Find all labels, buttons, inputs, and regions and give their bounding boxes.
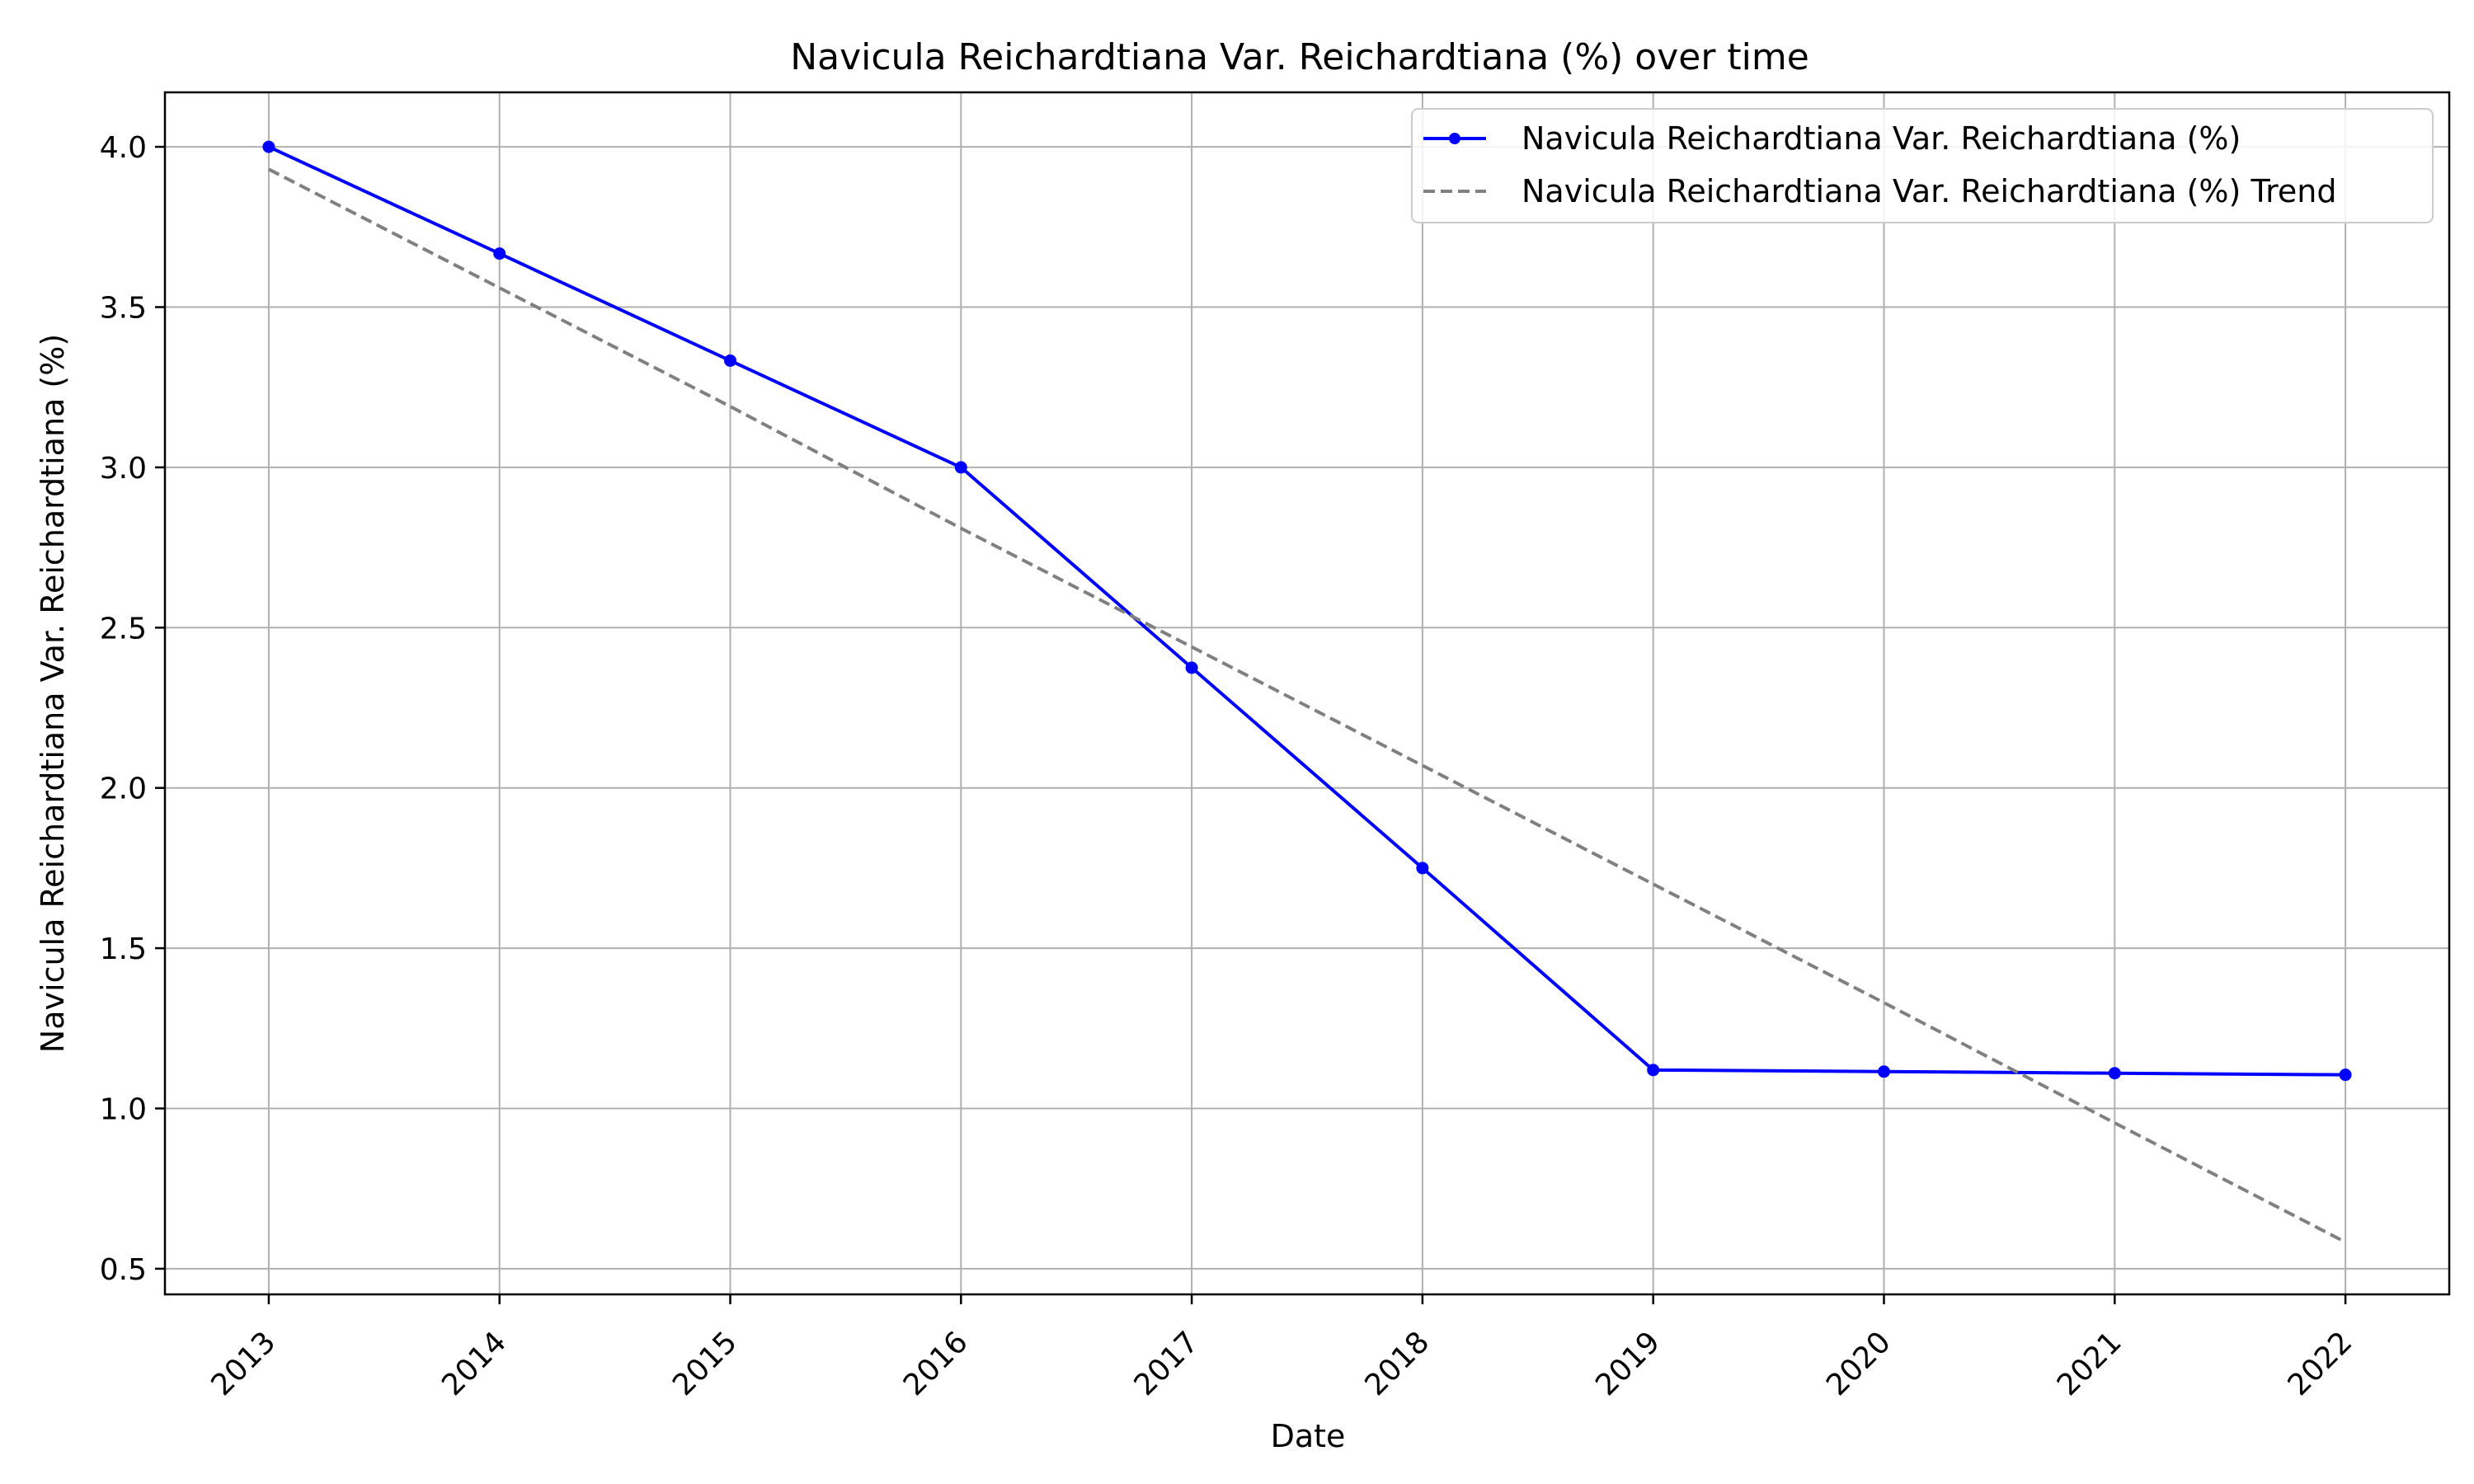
y-tick-label: 3.0 — [100, 452, 147, 486]
legend-marker-series — [1449, 133, 1460, 144]
y-axis-ticks: 0.5 1.0 1.5 2.0 2.5 3.0 3.5 4.0 — [100, 131, 165, 1287]
plot-area-frame — [163, 91, 2451, 1296]
data-point — [493, 247, 506, 261]
x-axis-label: Date — [1271, 1418, 1346, 1454]
chart-title: Navicula Reichardtiana Var. Reichardtian… — [790, 36, 1809, 78]
data-point — [724, 354, 737, 367]
data-point — [1877, 1065, 1890, 1078]
data-point — [262, 140, 275, 153]
legend-label-trend: Navicula Reichardtiana Var. Reichardtian… — [1522, 173, 2336, 209]
y-tick-label: 2.5 — [100, 612, 147, 646]
legend: Navicula Reichardtiana Var. Reichardtian… — [1411, 108, 2434, 223]
data-point — [2108, 1067, 2121, 1080]
trend-line — [267, 167, 2347, 1244]
y-tick-label: 2.0 — [100, 773, 147, 806]
data-point — [1185, 661, 1198, 674]
data-point — [954, 461, 967, 474]
y-tick-label: 0.5 — [100, 1253, 147, 1287]
grid — [165, 92, 2449, 1294]
y-axis-label: Navicula Reichardtiana Var. Reichardtian… — [35, 334, 71, 1053]
y-tick-label: 3.5 — [100, 291, 147, 325]
series-layer — [262, 140, 2352, 1244]
legend-box — [1411, 108, 2434, 223]
y-tick-label: 1.5 — [100, 932, 147, 966]
y-tick-label: 1.0 — [100, 1092, 147, 1126]
data-point — [1416, 862, 1429, 875]
series-line — [268, 145, 2346, 1077]
data-point — [2339, 1068, 2352, 1082]
data-point — [1647, 1064, 1660, 1077]
y-tick-label: 4.0 — [100, 131, 147, 165]
legend-label-series: Navicula Reichardtiana Var. Reichardtian… — [1522, 120, 2241, 157]
